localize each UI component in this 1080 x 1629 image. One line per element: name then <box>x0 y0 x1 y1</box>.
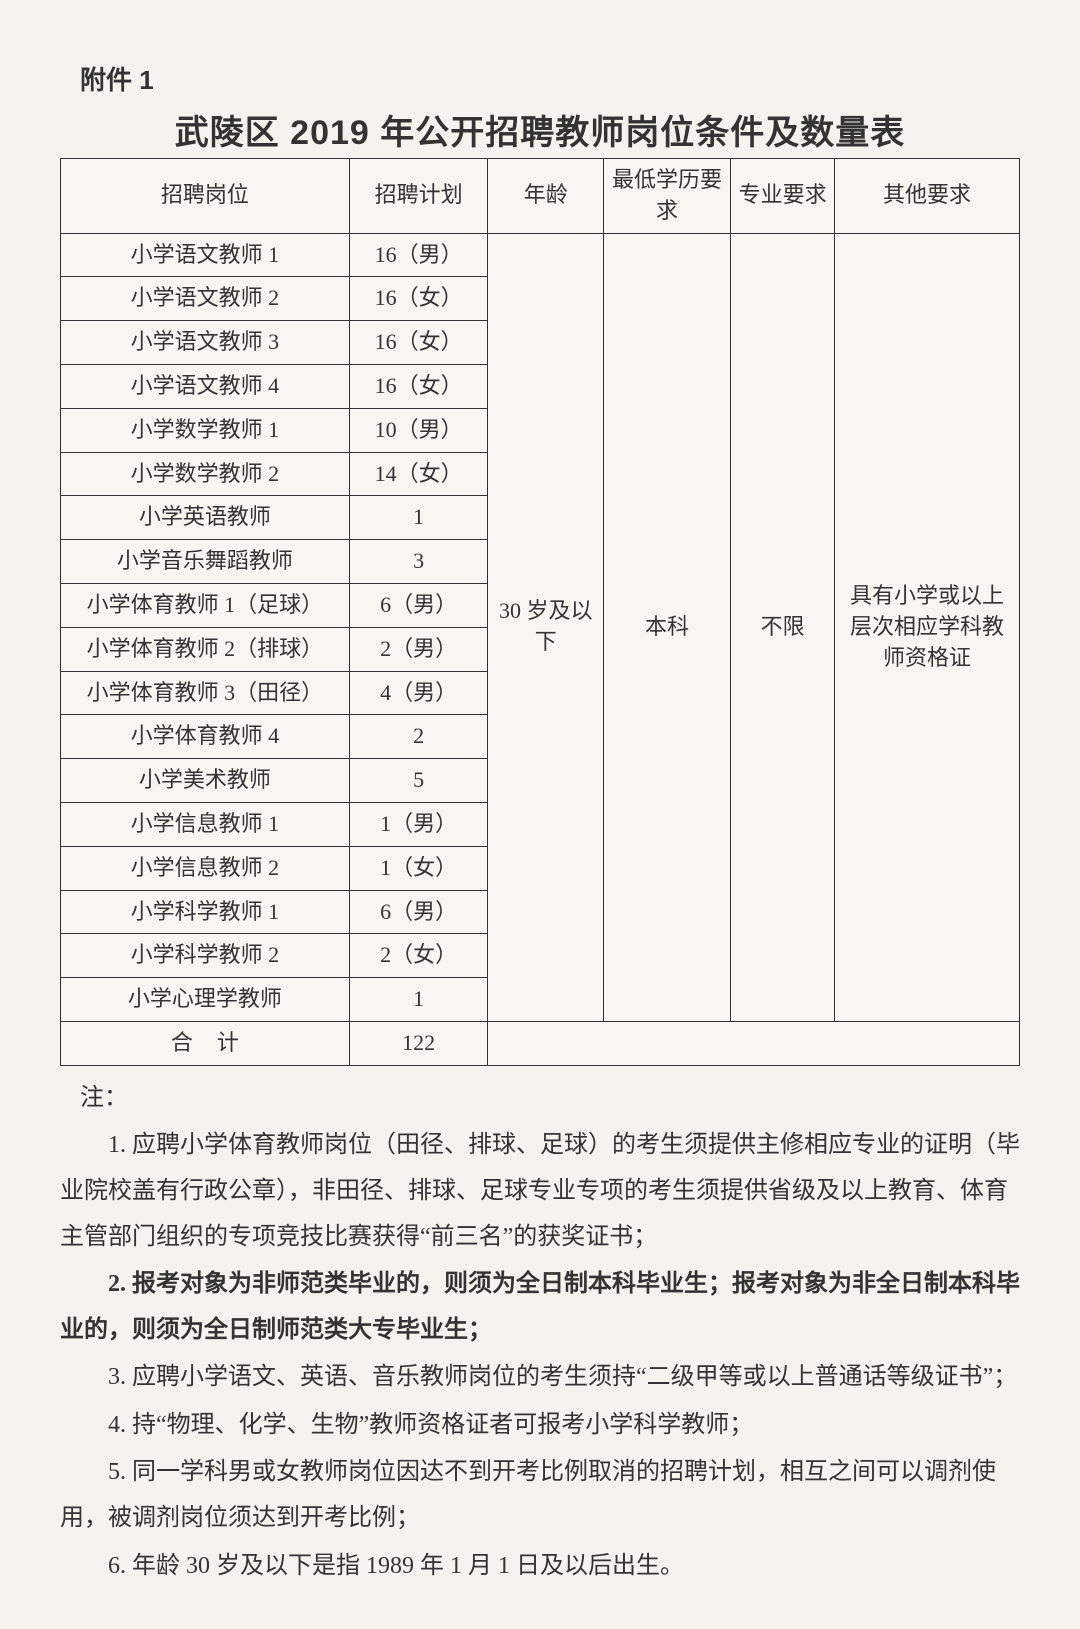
cell-plan: 6（男） <box>349 890 488 934</box>
page-title: 武陵区 2019 年公开招聘教师岗位条件及数量表 <box>60 105 1020 154</box>
cell-plan: 2（男） <box>349 627 488 671</box>
cell-position: 小学信息教师 2 <box>61 846 350 890</box>
cell-position: 小学英语教师 <box>61 496 350 540</box>
cell-edu: 本科 <box>604 233 731 1021</box>
cell-plan: 14（女） <box>349 452 488 496</box>
cell-plan: 16（女） <box>349 321 488 365</box>
cell-plan: 3 <box>349 540 488 584</box>
cell-plan: 1 <box>349 496 488 540</box>
table-row: 小学语文教师 116（男）30 岁及以下本科不限具有小学或以上层次相应学科教师资… <box>61 233 1020 277</box>
note-item: 2. 报考对象为非师范类毕业的，则须为全日制本科毕业生；报考对象为非全日制本科毕… <box>60 1262 1020 1353</box>
header-major: 专业要求 <box>731 159 835 234</box>
total-blank <box>488 1021 1020 1065</box>
cell-position: 小学数学教师 2 <box>61 452 350 496</box>
cell-position: 小学科学教师 1 <box>61 890 350 934</box>
total-row: 合计122 <box>61 1021 1020 1065</box>
note-item: 5. 同一学科男或女教师岗位因达不到开考比例取消的招聘计划，相互之间可以调剂使用… <box>60 1450 1020 1541</box>
note-item: 3. 应聘小学语文、英语、音乐教师岗位的考生须持“二级甲等或以上普通话等级证书”… <box>60 1355 1020 1401</box>
cell-position: 小学体育教师 2（排球） <box>61 627 350 671</box>
note-item: 1. 应聘小学体育教师岗位（田径、排球、足球）的考生须提供主修相应专业的证明（毕… <box>60 1123 1020 1260</box>
cell-other: 具有小学或以上层次相应学科教师资格证 <box>835 233 1020 1021</box>
header-edu: 最低学历要求 <box>604 159 731 234</box>
header-row: 招聘岗位 招聘计划 年龄 最低学历要求 专业要求 其他要求 <box>61 159 1020 234</box>
note-item: 4. 持“物理、化学、生物”教师资格证者可报考小学科学教师； <box>60 1403 1020 1449</box>
cell-plan: 16（男） <box>349 233 488 277</box>
cell-plan: 5 <box>349 759 488 803</box>
cell-plan: 1（男） <box>349 802 488 846</box>
cell-position: 小学语文教师 3 <box>61 321 350 365</box>
cell-plan: 4（男） <box>349 671 488 715</box>
cell-plan: 1 <box>349 978 488 1022</box>
cell-position: 小学语文教师 2 <box>61 277 350 321</box>
header-position: 招聘岗位 <box>61 159 350 234</box>
attachment-label: 附件 1 <box>80 60 1020 97</box>
cell-plan: 2（女） <box>349 934 488 978</box>
notes-label: 注： <box>80 1076 1020 1122</box>
cell-plan: 10（男） <box>349 408 488 452</box>
cell-position: 小学科学教师 2 <box>61 934 350 978</box>
total-label: 合计 <box>61 1021 350 1065</box>
total-value: 122 <box>349 1021 488 1065</box>
cell-position: 小学体育教师 3（田径） <box>61 671 350 715</box>
cell-position: 小学体育教师 1（足球） <box>61 583 350 627</box>
cell-position: 小学语文教师 1 <box>61 233 350 277</box>
header-other: 其他要求 <box>835 159 1020 234</box>
notes-section: 注： 1. 应聘小学体育教师岗位（田径、排球、足球）的考生须提供主修相应专业的证… <box>60 1076 1020 1590</box>
cell-plan: 1（女） <box>349 846 488 890</box>
cell-plan: 16（女） <box>349 277 488 321</box>
cell-position: 小学美术教师 <box>61 759 350 803</box>
cell-position: 小学数学教师 1 <box>61 408 350 452</box>
note-item: 6. 年龄 30 岁及以下是指 1989 年 1 月 1 日及以后出生。 <box>60 1544 1020 1590</box>
cell-plan: 2 <box>349 715 488 759</box>
cell-position: 小学音乐舞蹈教师 <box>61 540 350 584</box>
cell-plan: 16（女） <box>349 364 488 408</box>
cell-age: 30 岁及以下 <box>488 233 604 1021</box>
cell-position: 小学信息教师 1 <box>61 802 350 846</box>
cell-plan: 6（男） <box>349 583 488 627</box>
requirements-table: 招聘岗位 招聘计划 年龄 最低学历要求 专业要求 其他要求 小学语文教师 116… <box>60 158 1020 1066</box>
cell-position: 小学心理学教师 <box>61 978 350 1022</box>
cell-position: 小学语文教师 4 <box>61 364 350 408</box>
header-age: 年龄 <box>488 159 604 234</box>
header-plan: 招聘计划 <box>349 159 488 234</box>
cell-major: 不限 <box>731 233 835 1021</box>
cell-position: 小学体育教师 4 <box>61 715 350 759</box>
